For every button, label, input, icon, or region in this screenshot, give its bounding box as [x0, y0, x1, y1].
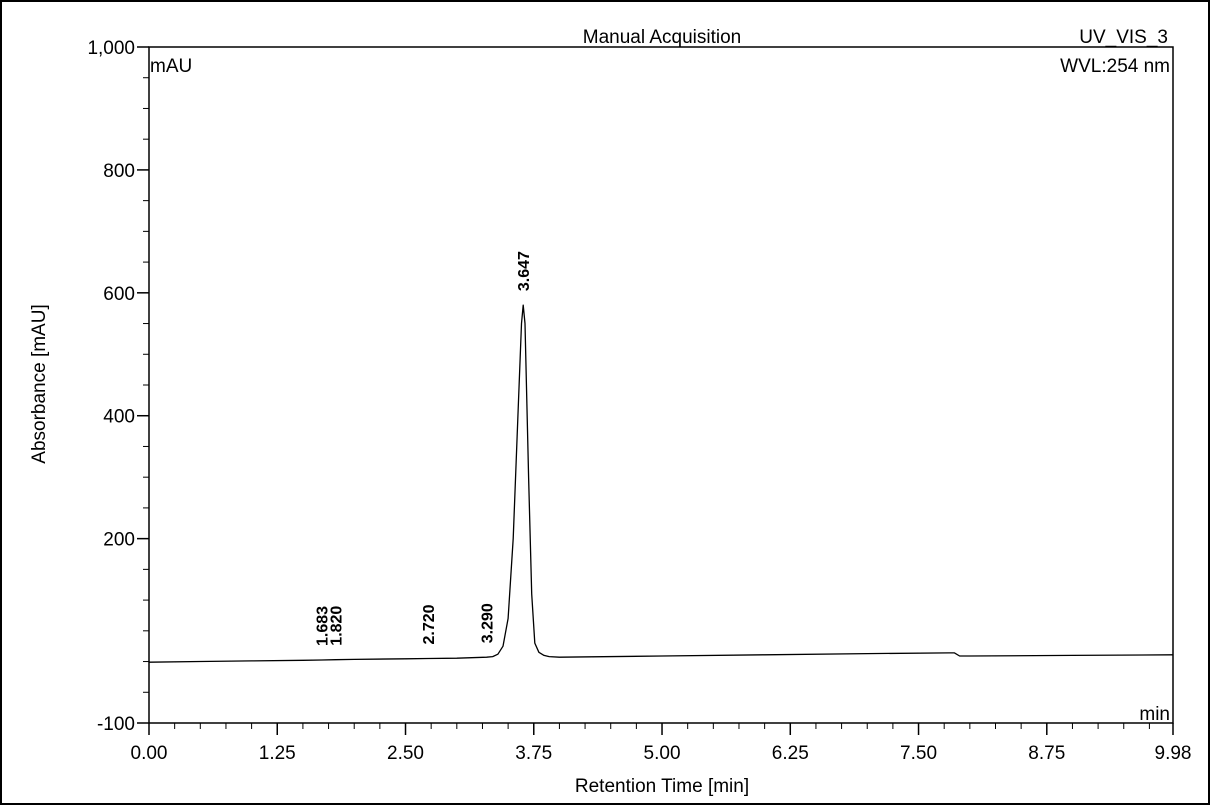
chart-title: Manual Acquisition — [583, 27, 741, 48]
channel-label: UV_VIS_3 — [1079, 27, 1168, 48]
plot-area-border — [148, 46, 1174, 724]
x-tick-label: 5.00 — [644, 743, 681, 764]
peak-label: 1.820 — [329, 606, 346, 646]
x-tick-label: 9.98 — [1155, 743, 1192, 764]
x-tick-label: 8.75 — [1028, 743, 1065, 764]
y-tick-label: 600 — [103, 284, 135, 305]
y-tick-label: 200 — [103, 530, 135, 551]
y-tick-label: 800 — [103, 161, 135, 182]
peak-label: 3.290 — [480, 603, 497, 643]
x-tick-label: 2.50 — [387, 743, 424, 764]
x-tick-label: 7.50 — [900, 743, 937, 764]
y-axis-title: Absorbance [mAU] — [29, 304, 50, 463]
y-tick-label: 400 — [103, 407, 135, 428]
x-tick-label: 0.00 — [131, 743, 168, 764]
y-tick-label: -100 — [97, 714, 135, 735]
y-unit-label: mAU — [150, 56, 192, 77]
x-axis-title: Retention Time [min] — [575, 776, 749, 797]
x-unit-label: min — [1139, 704, 1170, 725]
wavelength-label: WVL:254 nm — [1060, 56, 1170, 77]
peak-label: 3.647 — [516, 251, 533, 291]
y-tick-label: 1,000 — [87, 38, 135, 59]
peak-label: 1.683 — [315, 606, 332, 646]
peak-label: 2.720 — [421, 604, 438, 644]
x-tick-label: 3.75 — [515, 743, 552, 764]
x-tick-label: 1.25 — [259, 743, 296, 764]
x-tick-label: 6.25 — [772, 743, 809, 764]
chromatogram-trace — [148, 304, 1174, 663]
